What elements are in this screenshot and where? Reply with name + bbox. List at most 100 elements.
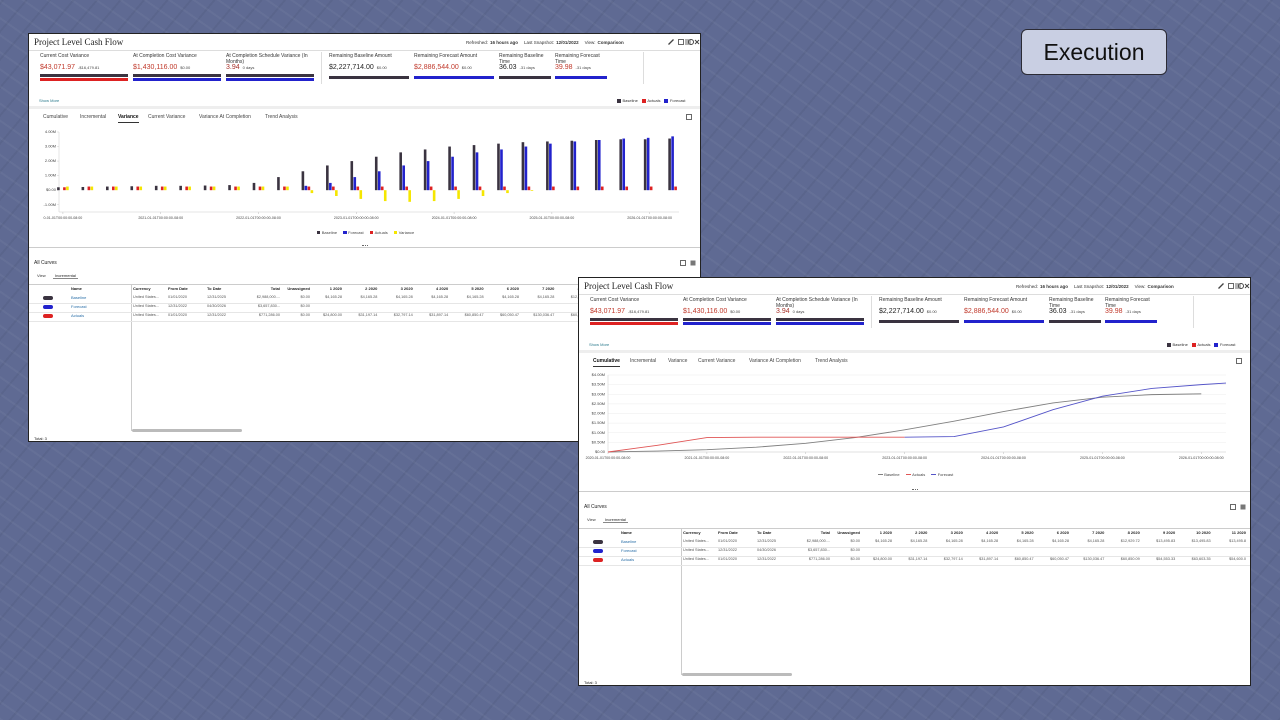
icon-shape [686,114,692,120]
grid-icon[interactable] [689,259,697,267]
bar [57,187,60,191]
curve-name[interactable]: Actuals [621,557,635,562]
legend-item: Actuals [1191,342,1210,347]
expand-icon[interactable] [685,113,693,121]
view-dropdown[interactable]: Incremental [53,272,78,279]
metric-label: Remaining Baseline Time [499,53,544,65]
bar [481,190,485,196]
curve-name[interactable]: Forecast [621,548,637,553]
icon-shape [1230,504,1236,510]
chart-tab[interactable]: Trend Analysis [815,358,848,364]
chart-tab[interactable]: Variance At Completion [749,358,801,364]
y-tick-label: 3.00M [45,144,56,149]
metric-value: $1,430,116.00 [683,308,728,315]
chart-tab[interactable]: Variance [118,114,139,123]
legend-swatch [1191,342,1196,347]
curve-name[interactable]: Forecast [71,304,87,309]
legend-item: Actuals [641,98,661,103]
metric-value-row: 3.94 0 days [776,308,804,315]
legend-item: Forecast [1214,342,1236,347]
chart-tab[interactable]: Variance [668,358,688,364]
show-more[interactable]: Show More [39,98,60,103]
metric-value-row: $2,886,544.00 $0.00 [964,308,1022,315]
dashboard-panel: Project Level Cash Flow Refreshed: 16 hour… [578,277,1251,686]
grid-icon[interactable] [1239,503,1247,511]
view[interactable]: Comparison [1147,284,1174,289]
show-more[interactable]: Show More [589,342,610,347]
legend-text: Actuals [647,98,661,103]
legend-text: Variance [398,230,415,235]
chart-tab[interactable]: Cumulative [593,358,620,367]
curve-pill [593,548,603,553]
legend-item[interactable]: Actuals [369,230,388,235]
y-tick-label: 1.00M [45,173,56,178]
legend-item[interactable]: Baseline [877,472,900,477]
legend-swatch [877,474,883,475]
metric-bar [133,78,221,81]
table-cell: $3,657,830... [807,548,830,552]
chart-tab[interactable]: Trend Analysis [265,114,298,120]
bar [668,138,671,191]
curve-name[interactable]: Baseline [71,295,87,300]
chart-tab[interactable]: Current Variance [148,114,186,120]
column-header: 9 2020 [1162,530,1176,535]
bar [524,146,528,191]
x-tick-label: 0-01-01T00:00:00-08:00 [44,216,83,220]
legend-item[interactable]: Forecast [931,472,953,477]
metric-label: At Completion Cost Variance [683,297,747,303]
toolbar-icon[interactable] [1227,282,1235,290]
curve-name[interactable]: Baseline [621,539,637,544]
refreshed-label: Refreshed: [1016,284,1039,289]
bar [228,185,231,191]
metric-value-row: 36.03 -31 days [499,64,535,71]
metric-value-row: $1,430,116.00 $0.00 [133,64,190,71]
total-count: Total: 3 [584,680,597,685]
view-dropdown[interactable]: Incremental [603,516,628,523]
table-cell: $13,495.83 [1156,539,1176,543]
frozen-divider [681,528,682,675]
legend-item[interactable]: Baseline [316,230,337,235]
expand-icon[interactable] [1235,357,1243,365]
column-header: 7 2020 [1092,530,1105,535]
expand-icon[interactable] [679,259,687,267]
legend-item[interactable]: Actuals [905,472,925,477]
panel-title: Project Level Cash Flow [584,281,674,291]
chart-tab[interactable]: Current Variance [698,358,736,364]
chart-tab[interactable]: Variance At Completion [199,114,251,120]
toolbar-icon[interactable] [1217,282,1225,290]
bar [408,190,411,202]
table-cell: $4,165.28 [1087,539,1105,543]
curve-name[interactable]: Actuals [71,313,85,318]
expand-icon[interactable] [1229,503,1237,511]
bar [423,149,427,191]
toolbar-icon[interactable] [684,38,692,46]
table-cell: 01/01/2020 [718,557,738,561]
chart-legend: Baseline Actuals Forecast [579,472,1250,477]
bar [179,185,182,191]
toolbar-icon[interactable] [677,38,685,46]
toolbar-icon[interactable] [1243,282,1251,290]
chart-tab[interactable]: Incremental [630,358,657,364]
bar [87,186,91,191]
y-tick-label: $1.00M [592,430,605,435]
snapshot-label: Last Snapshot: [524,40,555,45]
legend-swatch [641,98,646,103]
view[interactable]: Comparison [597,40,624,45]
bar [326,165,329,191]
metric-label: Remaining Forecast Amount [964,297,1028,303]
table-cell: $4,165.28 [466,295,484,299]
line-series [904,382,1227,438]
chart-tab[interactable]: Incremental [80,114,107,120]
metric-value-row: $2,227,714.00 $0.00 [879,308,937,315]
metric-value-row: 39.98 -31 days [555,64,591,71]
legend-item[interactable]: Forecast [343,230,364,235]
toolbar-icon[interactable] [693,38,701,46]
toolbar-icon[interactable] [1234,282,1242,290]
toolbar-icon[interactable] [667,38,675,46]
metric-delta: $0.00 [926,309,937,314]
metric-bar [329,76,409,79]
chart-tab[interactable]: Cumulative [43,114,69,120]
metric-value-row: $43,071.97 -$16,479.81 [40,64,99,71]
legend-item[interactable]: Variance [393,230,415,235]
table-cell: 04/30/2026 [757,548,777,552]
